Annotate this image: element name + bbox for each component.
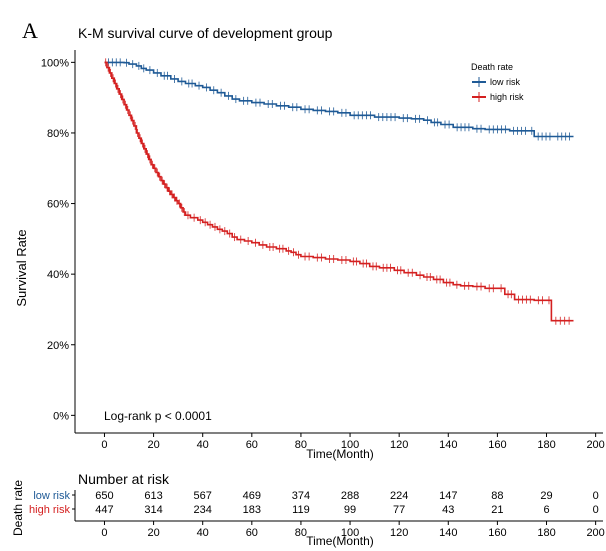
y-axis: 0% 20% 40% 60% 80% 100%: [41, 50, 76, 433]
risk-count-low-risk: 374: [292, 490, 310, 502]
risk-count-high-risk: 43: [442, 504, 454, 516]
x-tick-label: 200: [586, 439, 604, 451]
x-tick-label: 140: [439, 439, 457, 451]
y-tick-label: 20%: [47, 340, 69, 352]
x-tick-label: 160: [488, 439, 506, 451]
risk-table-x-tick-label: 200: [586, 527, 604, 539]
x-tick-label: 40: [197, 439, 209, 451]
risk-count-high-risk: 183: [243, 504, 261, 516]
risk-table-x-tick-label: 180: [537, 527, 555, 539]
risk-count-high-risk: 77: [393, 504, 405, 516]
risk-count-high-risk: 447: [95, 504, 113, 516]
y-tick-label: 0%: [53, 410, 69, 422]
risk-table-x-tick-label: 0: [101, 527, 107, 539]
y-tick-label: 100%: [41, 57, 69, 69]
risk-table-y-label: Death rate: [11, 480, 25, 536]
risk-count-low-risk: 88: [491, 490, 503, 502]
risk-count-high-risk: 234: [194, 504, 212, 516]
risk-count-low-risk: 469: [243, 490, 261, 502]
survival-curves: [104, 58, 574, 325]
risk-count-low-risk: 29: [540, 490, 552, 502]
x-tick-label: 120: [390, 439, 408, 451]
y-tick-label: 40%: [47, 269, 69, 281]
y-axis-label: Survival Rate: [14, 229, 29, 306]
x-tick-label: 180: [537, 439, 555, 451]
risk-row-label-high-risk: high risk: [29, 504, 70, 516]
risk-count-high-risk: 6: [543, 504, 549, 516]
risk-table-x-tick-label: 120: [390, 527, 408, 539]
y-tick-label: 80%: [47, 128, 69, 140]
y-tick-label: 60%: [47, 199, 69, 211]
km-curve-low-risk: [104, 61, 574, 138]
x-axis: 0 20 40 60 80 100 120 140 160 180 200: [75, 432, 605, 451]
risk-count-low-risk: 147: [439, 490, 457, 502]
legend-label-high-risk: high risk: [490, 92, 524, 102]
risk-count-high-risk: 119: [292, 504, 310, 516]
risk-count-low-risk: 288: [341, 490, 359, 502]
panel-label: A: [22, 18, 38, 43]
legend-title: Death rate: [471, 62, 513, 72]
risk-table-x-tick-label: 100: [341, 527, 359, 539]
risk-row-label-low-risk: low risk: [33, 490, 70, 502]
legend-label-low-risk: low risk: [490, 77, 521, 87]
legend: Death rate low risk high risk: [471, 62, 524, 102]
risk-count-high-risk: 99: [344, 504, 356, 516]
risk-table-x-tick-label: 80: [295, 527, 307, 539]
risk-count-low-risk: 0: [593, 490, 599, 502]
risk-count-low-risk: 224: [390, 490, 408, 502]
risk-table-x-tick-label: 140: [439, 527, 457, 539]
risk-count-high-risk: 314: [144, 504, 162, 516]
risk-table: low risk 650 613 567 469 374 288 224 147 88 29 0 hig…: [29, 490, 605, 539]
risk-count-low-risk: 567: [194, 490, 212, 502]
risk-count-high-risk: 0: [593, 504, 599, 516]
risk-count-low-risk: 650: [95, 490, 113, 502]
x-tick-label: 80: [295, 439, 307, 451]
chart-title: K-M survival curve of development group: [78, 25, 333, 41]
risk-table-x-label: Time(Month): [306, 534, 374, 548]
risk-count-high-risk: 21: [491, 504, 503, 516]
survival-plot: 0% 20% 40% 60% 80% 100% 0 20 40 60 80 100 120 140 160…: [41, 50, 605, 451]
risk-table-x-tick-label: 160: [488, 527, 506, 539]
x-tick-label: 0: [101, 439, 107, 451]
x-tick-label: 60: [246, 439, 258, 451]
x-tick-label: 20: [147, 439, 159, 451]
x-tick-label: 100: [341, 439, 359, 451]
log-rank-annotation: Log-rank p < 0.0001: [104, 409, 212, 423]
risk-table-title: Number at risk: [78, 471, 170, 487]
risk-table-x-tick-label: 40: [197, 527, 209, 539]
risk-table-x-tick-label: 60: [246, 527, 258, 539]
risk-table-x-tick-label: 20: [147, 527, 159, 539]
risk-count-low-risk: 613: [144, 490, 162, 502]
x-axis-label: Time(Month): [306, 447, 374, 461]
